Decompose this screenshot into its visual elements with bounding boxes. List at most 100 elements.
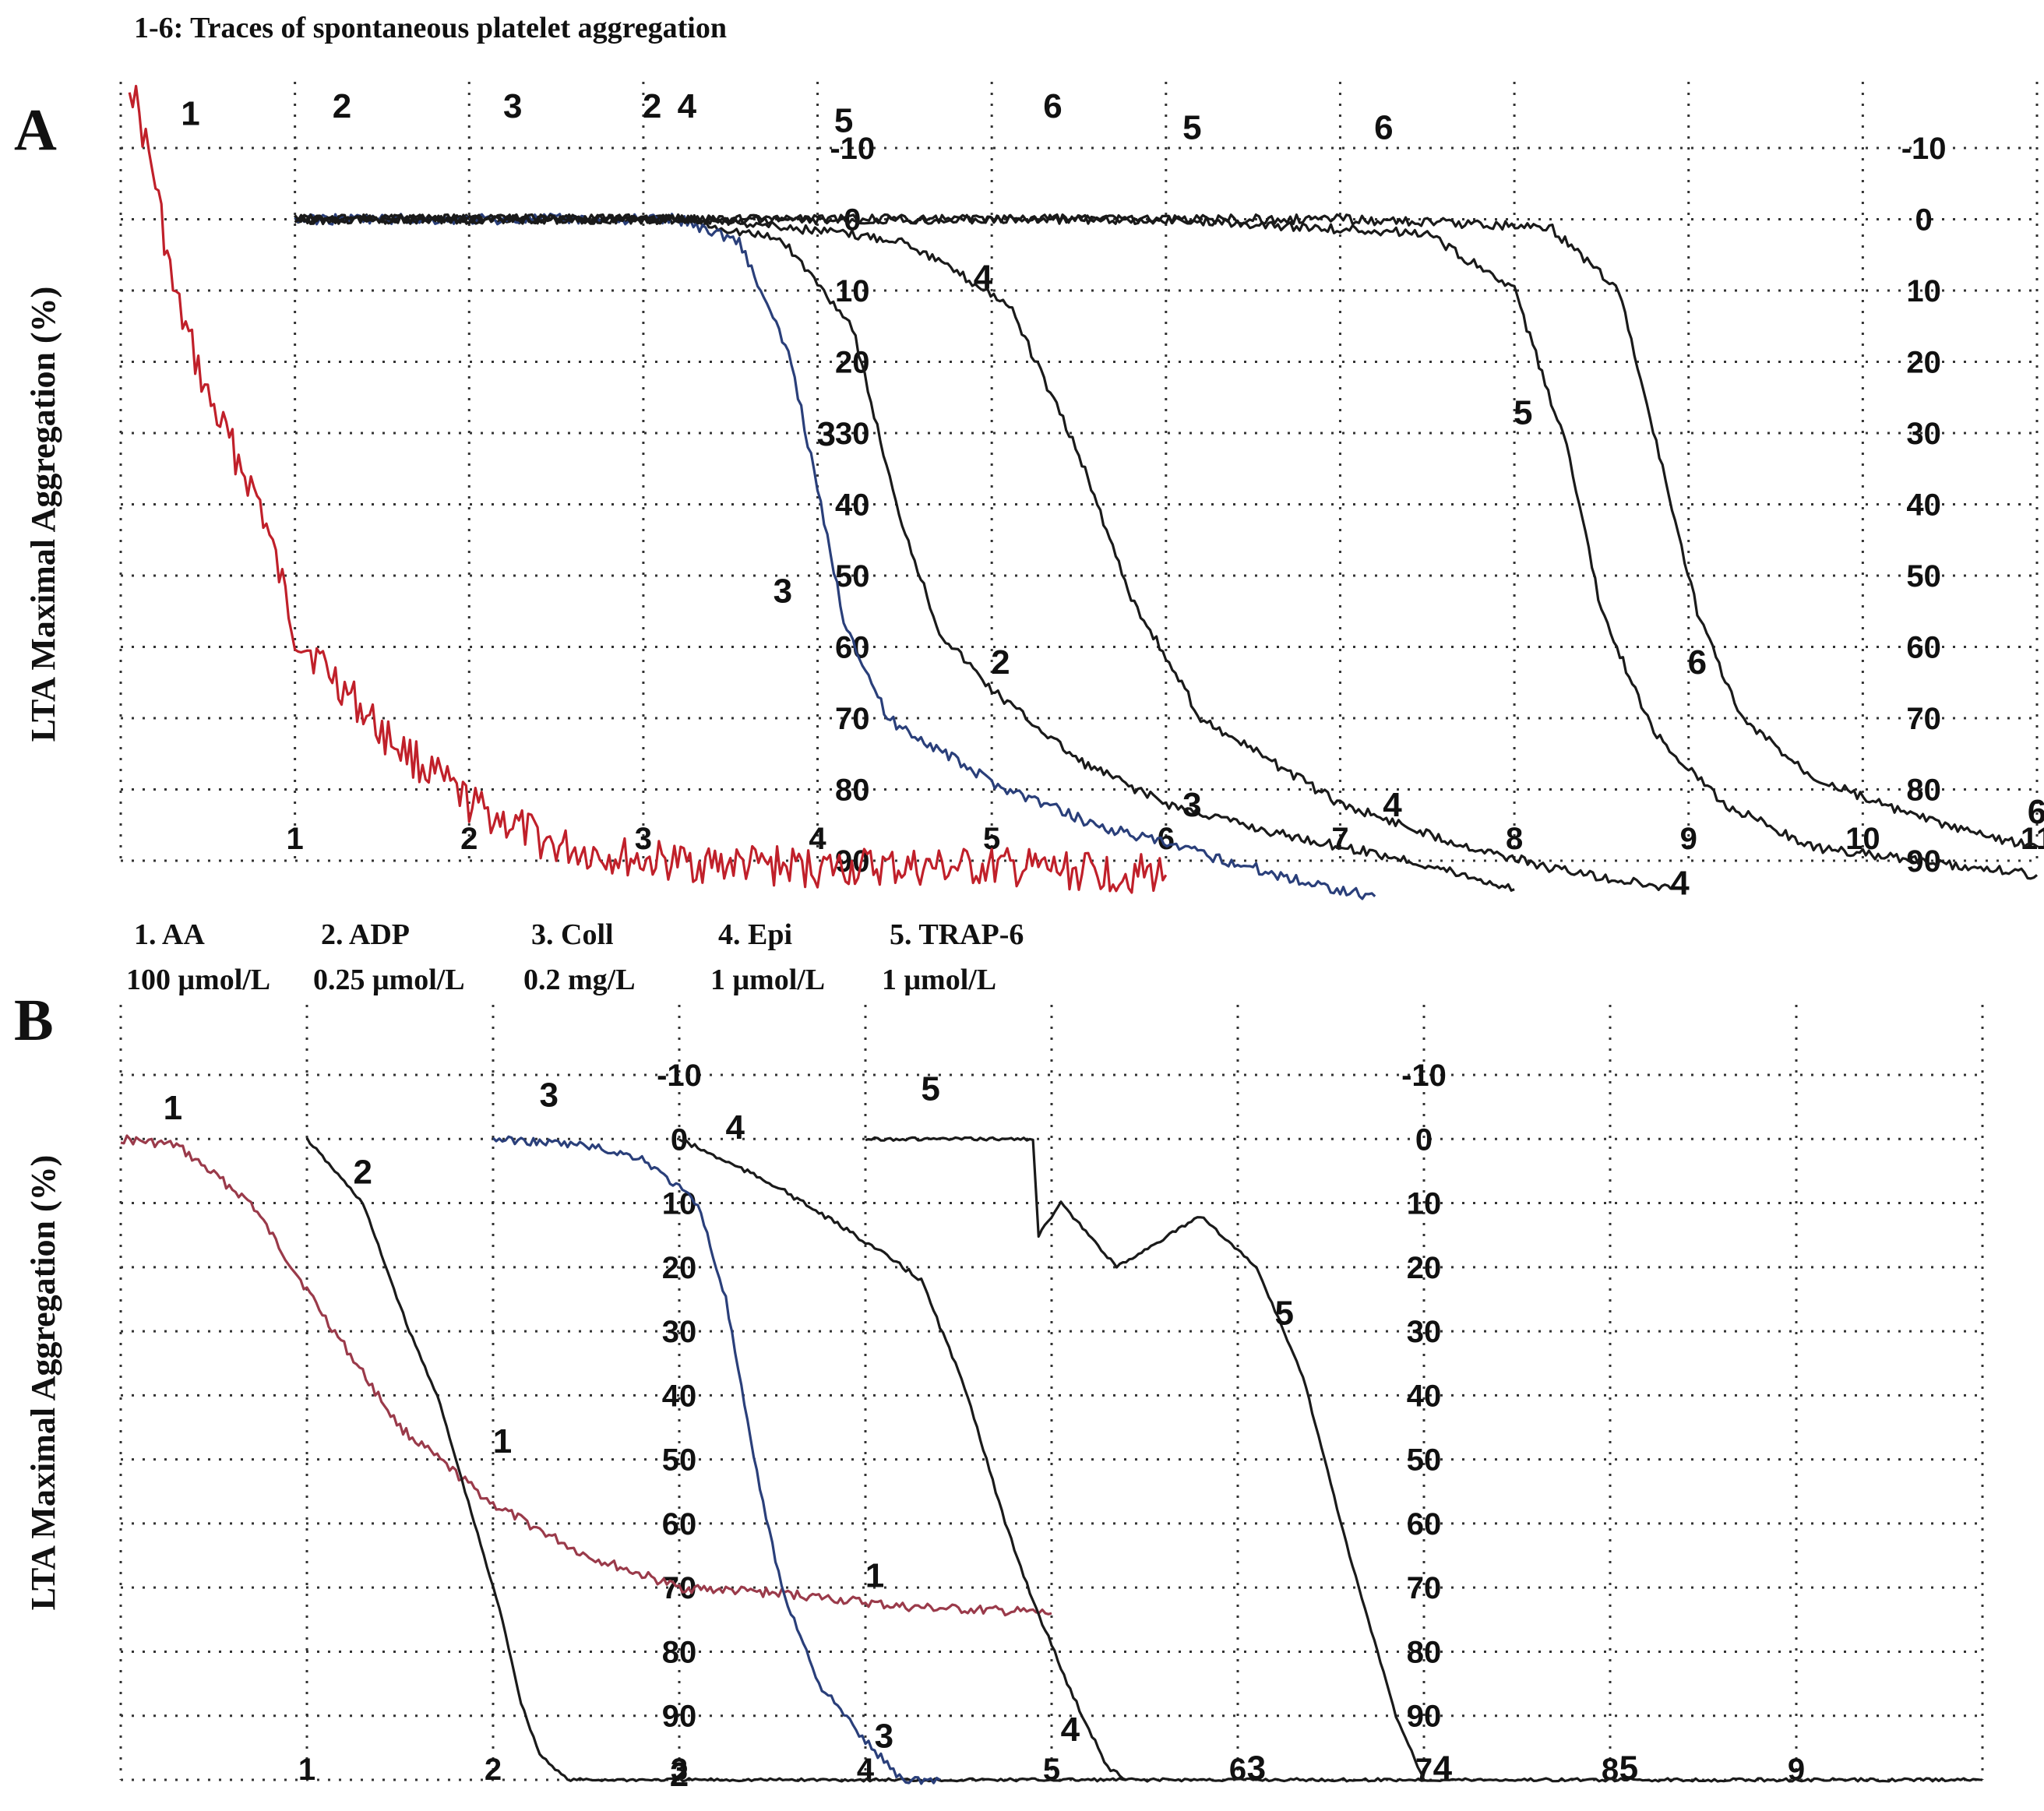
panel-b-letter: B	[14, 988, 54, 1053]
panel-a-x-tick: 7	[1331, 822, 1348, 856]
panel-a-trace-label: 4	[1383, 786, 1402, 824]
panel-a-right-scale-label: 80	[1906, 773, 1941, 808]
panel-b-trace-label: 5	[1619, 1749, 1638, 1788]
panel-b-trace-label: 1	[164, 1089, 182, 1127]
panel-a-trace-label: 6	[1374, 109, 1393, 147]
panel-b-scale-label: 30	[662, 1315, 697, 1349]
panel-a-scale-label: 70	[835, 702, 870, 736]
panel-a-right-scale-label: 90	[1906, 844, 1941, 879]
panel-a-trace-label: 6	[1043, 87, 1062, 125]
panel-a-right-scale-label: 40	[1906, 488, 1941, 523]
panel-b-right-scale-label: -10	[1401, 1059, 1447, 1093]
panel-a-x-tick: 1	[287, 822, 304, 856]
panel-b-right-scale-label: 90	[1407, 1700, 1442, 1734]
panel-a-x-tick: 5	[983, 822, 1000, 856]
panel-b-right-scale-label: 40	[1407, 1379, 1442, 1413]
panel-a-trace-label: 3	[503, 87, 522, 125]
panel-a-x-tick: 9	[1680, 822, 1697, 856]
panel-a-right-scale-label: -10	[1901, 132, 1947, 166]
agonist-dose: 0.25 μmol/L	[313, 964, 465, 996]
panel-a-right-scale-label: 0	[1915, 203, 1933, 238]
panel-a-scale-label: 50	[835, 559, 870, 594]
panel-a-trace-label: 2	[333, 87, 351, 125]
panel-a-x-tick: 2	[460, 822, 478, 856]
panel-a-trace-label: 3	[816, 415, 835, 453]
panel-a-right-scale-label: 20	[1906, 346, 1941, 380]
panel-a-trace-label: 5	[1182, 109, 1201, 147]
panel-b-trace-label: 1	[865, 1557, 884, 1595]
panel-a-scale-label: 40	[835, 488, 870, 523]
panel-a-x-tick: 3	[635, 822, 652, 856]
panel-b-right-scale-label: 10	[1407, 1187, 1442, 1221]
panel-b-trace-label: 4	[1061, 1711, 1080, 1749]
agonist-name: 4. Epi	[718, 918, 792, 951]
panel-b-right-scale-label: 70	[1407, 1571, 1442, 1605]
panel-b-right-scale-label: 60	[1407, 1507, 1442, 1541]
panel-a-trace-label: 4	[974, 259, 993, 297]
panel-b-scale-label: -10	[657, 1059, 702, 1093]
panel-a-trace-label: 2	[643, 87, 661, 125]
agonist-name: 1. AA	[134, 918, 205, 951]
panel-b-trace-label: 1	[493, 1422, 512, 1460]
panel-a-x-tick: 6	[1158, 822, 1175, 856]
panel-b-scale-label: 50	[662, 1443, 697, 1478]
agonist-dose: 1 μmol/L	[710, 964, 825, 996]
panel-a-trace-label: 6	[2028, 793, 2044, 831]
panel-b-grid	[119, 1005, 1984, 1781]
panel-a-trace-5	[294, 213, 2039, 880]
panel-a-right-scale-label: 30	[1906, 417, 1941, 451]
panel-b-ylabel: LTA Maximal Aggregation (%)	[24, 1155, 62, 1611]
panel-a-trace-label: 4	[678, 87, 697, 125]
agonist-legend: 1. AA 100 μmol/L 2. ADP 0.25 μmol/L 3. Coll 0…	[126, 918, 1024, 996]
agonist-name: 5. TRAP-6	[890, 918, 1024, 951]
panel-a-trace-1	[128, 84, 1168, 894]
panel-b-scale-label: 60	[662, 1507, 697, 1541]
panel-b-right-scale-label: 20	[1407, 1251, 1442, 1285]
panel-a-trace-label: 3	[1182, 786, 1201, 824]
panel-b-scale-label: 90	[662, 1700, 697, 1734]
panel-b-trace-2	[305, 1137, 1983, 1783]
panel-b-trace-1	[120, 1134, 1052, 1617]
panel-a-x-tick: 11	[2021, 822, 2044, 856]
panel-b-right-scale-label: 30	[1407, 1315, 1442, 1349]
panel-a-right-scale-label: 50	[1906, 559, 1941, 594]
agonist-dose: 0.2 mg/L	[523, 964, 636, 996]
panel-a-scale-label: -10	[830, 132, 875, 166]
panel-a-trace-label: 1	[181, 94, 199, 132]
panel-b-scale-label: 40	[662, 1379, 697, 1413]
panel-a-scale-label: 80	[835, 773, 870, 808]
panel-b-x-tick: 1	[298, 1753, 315, 1787]
panel-a-trace-6	[294, 213, 2038, 848]
panel-a-right-scale-label: 70	[1906, 702, 1941, 736]
panel-b-scale-label: 10	[662, 1187, 697, 1221]
panel-a-scale-label: 30	[835, 417, 870, 451]
panel-a-grid	[119, 82, 2039, 862]
panel-a-x-tick: 4	[809, 822, 826, 856]
panel-b-trace-label: 2	[353, 1153, 372, 1191]
figure-title: 1-6: Traces of spontaneous platelet aggr…	[134, 12, 727, 44]
panel-b-trace-5	[865, 1136, 1426, 1781]
agonist-dose: 100 μmol/L	[126, 964, 270, 996]
panel-b-trace-label: 4	[1433, 1749, 1453, 1788]
panel-b-scale-label: 80	[662, 1635, 697, 1669]
panel-b-x-tick: 4	[857, 1753, 875, 1787]
panel-b-trace-label: 3	[1247, 1749, 1266, 1788]
panel-a-trace-label: 2	[991, 643, 1010, 682]
panel-b-trace-3	[492, 1135, 941, 1785]
panel-a-right-scale-label: 10	[1906, 274, 1941, 308]
panel-a-x-tick: 8	[1506, 822, 1523, 856]
agonist-dose: 1 μmol/L	[882, 964, 996, 996]
panel-b-right-scale-label: 80	[1407, 1635, 1442, 1669]
panel-b-x-tick: 9	[1788, 1753, 1805, 1787]
panel-a-right-scale-label: 60	[1906, 631, 1941, 665]
panel-a-ylabel: LTA Maximal Aggregation (%)	[24, 287, 62, 742]
panel-a-trace-label: 5	[1514, 394, 1532, 432]
panel-b-x-tick: 6	[1229, 1753, 1246, 1787]
panel-a-trace-label: 3	[774, 572, 792, 610]
panel-a-trace-label: 4	[1670, 864, 1690, 902]
agonist-name: 3. Coll	[531, 918, 614, 951]
panel-b-scale-label: 20	[662, 1251, 697, 1285]
panel-b-right-scale-label: 50	[1407, 1443, 1442, 1478]
panel-b-trace-label: 4	[725, 1108, 745, 1147]
panel-a-trace-label: 5	[834, 101, 853, 139]
